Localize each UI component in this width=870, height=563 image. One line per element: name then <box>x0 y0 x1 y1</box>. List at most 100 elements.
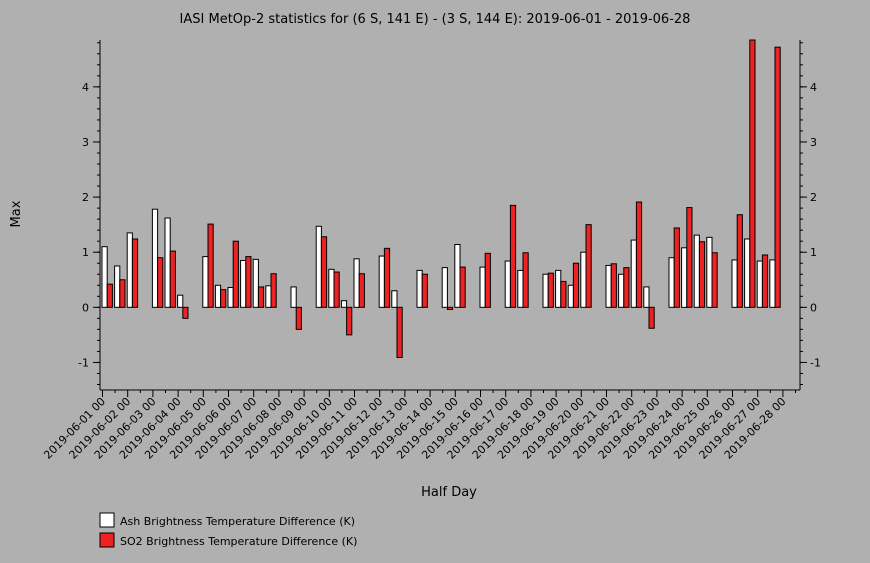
legend-swatch-ash <box>99 512 115 528</box>
bar-so2-27 <box>446 306 454 311</box>
bar-ash-5 <box>164 217 171 308</box>
bar-ash-33 <box>517 269 524 308</box>
bar-so2-48 <box>711 252 718 308</box>
y-axis-label: Max <box>9 200 24 227</box>
bar-ash-12 <box>252 258 259 308</box>
bar-so2-46 <box>686 207 693 308</box>
bar-so2-17 <box>320 236 328 308</box>
bar-so2-20 <box>358 273 365 308</box>
bar-so2-47 <box>698 241 706 308</box>
y-tick-label-left: 1 <box>82 246 89 259</box>
legend-label-ash: Ash Brightness Temperature Difference (K… <box>120 515 355 528</box>
bar-so2-42 <box>635 201 643 308</box>
bar-ash-36 <box>555 269 562 308</box>
bar-ash-1 <box>114 265 121 308</box>
bar-ash-45 <box>668 257 675 308</box>
bar-ash-30 <box>479 266 486 308</box>
bar-ash-50 <box>731 259 738 308</box>
bar-so2-23 <box>396 306 403 358</box>
bar-ash-47 <box>693 234 700 308</box>
bar-so2-22 <box>383 247 391 308</box>
bar-ash-37 <box>567 284 574 308</box>
bar-ash-2 <box>126 232 133 308</box>
bar-ash-9 <box>214 284 222 308</box>
bar-ash-23 <box>391 290 398 308</box>
bar-ash-27 <box>441 267 448 308</box>
bars <box>101 39 781 358</box>
bar-so2-1 <box>119 279 126 308</box>
bar-so2-53 <box>774 46 781 308</box>
bar-ash-10 <box>227 286 234 308</box>
y-tick-label-left: 2 <box>82 191 89 204</box>
legend: Ash Brightness Temperature Difference (K… <box>99 512 357 548</box>
bar-so2-36 <box>560 280 567 308</box>
bar-ash-6 <box>177 294 184 308</box>
bar-so2-38 <box>585 224 592 308</box>
y-tick-label-left: -1 <box>78 356 89 369</box>
bar-ash-20 <box>353 258 360 308</box>
bar-so2-35 <box>547 272 554 308</box>
bar-ash-13 <box>265 285 272 308</box>
bar-so2-40 <box>610 263 617 308</box>
bar-ash-8 <box>202 256 209 308</box>
bar-ash-11 <box>240 259 247 308</box>
bar-ash-18 <box>328 268 335 308</box>
bar-ash-46 <box>681 247 688 308</box>
bar-ash-15 <box>290 286 297 308</box>
bar-ash-43 <box>643 286 650 308</box>
bar-so2-50 <box>736 214 743 308</box>
bar-so2-52 <box>761 254 769 308</box>
bar-ash-48 <box>706 236 713 308</box>
bar-ash-4 <box>151 208 159 308</box>
bar-so2-6 <box>182 306 189 319</box>
y-tick-label-left: 0 <box>82 301 89 314</box>
bar-so2-11 <box>245 256 252 308</box>
bar-so2-13 <box>270 273 277 308</box>
bar-so2-2 <box>131 238 139 308</box>
bar-so2-5 <box>169 250 176 308</box>
bar-so2-0 <box>106 283 113 308</box>
bar-ash-22 <box>378 255 385 308</box>
legend-label-so2: SO2 Brightness Temperature Difference (K… <box>120 535 357 548</box>
bar-ash-32 <box>504 260 511 308</box>
bar-so2-41 <box>623 267 630 308</box>
bar-so2-32 <box>509 204 517 308</box>
bar-so2-8 <box>207 223 214 308</box>
legend-swatch-so2 <box>99 532 115 548</box>
bar-ash-40 <box>605 264 612 308</box>
y-tick-label-left: 3 <box>82 136 89 149</box>
x-axis-label: Half Day <box>421 485 477 500</box>
bar-ash-42 <box>630 239 637 308</box>
bar-ash-53 <box>769 259 776 308</box>
bar-so2-51 <box>749 39 756 308</box>
bar-ash-52 <box>756 260 763 308</box>
bar-ash-38 <box>580 251 587 308</box>
bar-so2-4 <box>157 257 164 308</box>
y-tick-label-right: 3 <box>810 136 817 149</box>
bar-so2-10 <box>232 240 239 308</box>
y-tick-label-right: 2 <box>810 191 817 204</box>
bar-so2-28 <box>459 266 466 308</box>
bar-ash-17 <box>315 225 322 308</box>
bar-ash-41 <box>618 273 625 308</box>
bar-so2-15 <box>295 306 302 330</box>
bar-so2-37 <box>572 262 580 308</box>
chart-title: IASI MetOp-2 statistics for (6 S, 141 E)… <box>180 12 691 27</box>
y-tick-label-right: 0 <box>810 301 817 314</box>
bar-so2-33 <box>522 252 529 308</box>
bar-ash-35 <box>542 273 549 308</box>
bar-so2-18 <box>333 271 340 308</box>
bar-so2-19 <box>346 306 353 336</box>
y-tick-label-left: 4 <box>82 81 89 94</box>
bar-ash-51 <box>744 238 751 308</box>
bar-so2-30 <box>484 252 491 308</box>
bar-so2-12 <box>257 286 265 308</box>
y-tick-label-right: 4 <box>810 81 817 94</box>
bar-so2-45 <box>673 227 680 308</box>
bar-ash-19 <box>340 300 348 308</box>
bar-so2-9 <box>220 289 227 308</box>
bar-ash-0 <box>101 246 108 308</box>
bar-ash-25 <box>416 269 423 308</box>
bar-so2-43 <box>648 306 655 329</box>
